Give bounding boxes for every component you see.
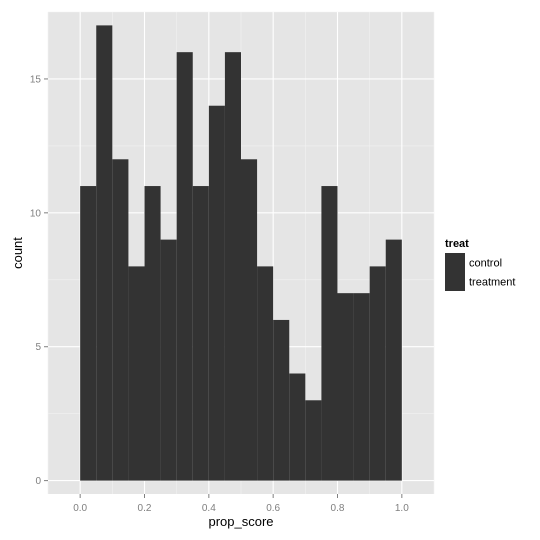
x-tick-label: 0.0 bbox=[73, 503, 87, 514]
legend-key bbox=[445, 272, 465, 291]
y-axis-title: count bbox=[10, 237, 25, 269]
x-axis-title: prop_score bbox=[208, 514, 273, 529]
histogram-bar bbox=[128, 266, 145, 481]
y-tick-label: 5 bbox=[35, 342, 41, 353]
histogram-bar bbox=[289, 373, 306, 481]
x-axis-ticks: 0.0 0.2 0.4 0.6 0.8 1.0 bbox=[73, 494, 409, 514]
x-tick-label: 0.8 bbox=[331, 503, 345, 514]
histogram-bar bbox=[257, 266, 274, 481]
histogram-bar bbox=[305, 400, 322, 481]
histogram-bar bbox=[176, 52, 193, 481]
y-tick-label: 0 bbox=[35, 476, 41, 487]
histogram-bar bbox=[96, 25, 113, 481]
legend-title: treat bbox=[445, 238, 469, 250]
legend: treat control treatment bbox=[445, 238, 515, 291]
x-tick-label: 1.0 bbox=[395, 503, 409, 514]
histogram-bar bbox=[192, 186, 209, 481]
histogram-bar bbox=[385, 239, 402, 481]
histogram-bar bbox=[337, 293, 354, 481]
legend-label: control bbox=[469, 258, 502, 270]
histogram-bar bbox=[208, 105, 225, 481]
histogram-bar bbox=[144, 186, 161, 481]
histogram-bar bbox=[224, 52, 241, 481]
histogram-bar bbox=[353, 293, 370, 481]
x-tick-label: 0.6 bbox=[266, 503, 280, 514]
legend-key bbox=[445, 253, 465, 272]
histogram-bar bbox=[369, 266, 386, 481]
histogram-bar bbox=[273, 319, 290, 481]
histogram-bar bbox=[241, 159, 258, 481]
histogram-bar bbox=[80, 186, 97, 481]
x-tick-label: 0.4 bbox=[202, 503, 216, 514]
histogram-bars bbox=[80, 25, 402, 481]
histogram-bar bbox=[112, 159, 129, 481]
y-tick-label: 10 bbox=[30, 208, 42, 219]
x-tick-label: 0.2 bbox=[138, 503, 152, 514]
histogram-bar bbox=[321, 186, 338, 481]
histogram-bar bbox=[160, 239, 177, 481]
y-axis-ticks: 0 5 10 15 bbox=[30, 74, 48, 487]
y-tick-label: 15 bbox=[30, 74, 42, 85]
legend-label: treatment bbox=[469, 277, 515, 289]
